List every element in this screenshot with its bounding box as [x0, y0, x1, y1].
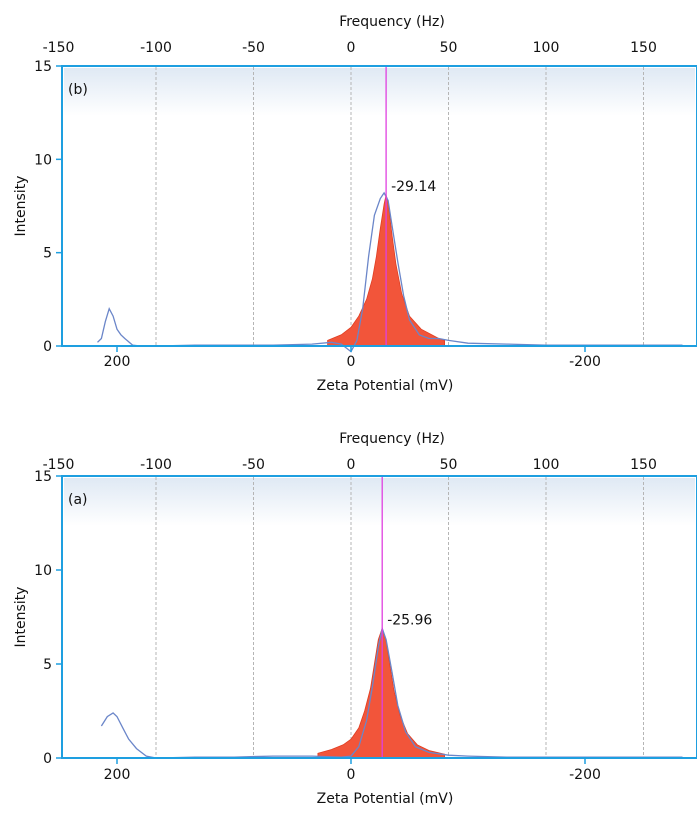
panel-label: (a)	[68, 492, 88, 508]
panel-label: (b)	[68, 82, 88, 98]
top-tick-label: 0	[347, 457, 356, 473]
y-tick-label: 15	[34, 59, 52, 75]
bottom-tick-label: 0	[347, 354, 356, 370]
plot-border	[61, 65, 697, 347]
bottom-tick-label: 200	[104, 767, 131, 783]
plot-top-shading	[64, 68, 695, 116]
y-tick-label: 10	[34, 563, 52, 579]
bottom-tick-label: -200	[569, 767, 601, 783]
top-axis-title: Frequency (Hz)	[339, 14, 445, 30]
chart-panel-a: -25.96(a)Frequency (Hz)-150 -100 -50 0 50 100…	[13, 431, 697, 807]
plot-top-shading	[64, 478, 695, 526]
intensity-line	[100, 625, 683, 759]
y-tick-label: 0	[43, 751, 52, 767]
top-tick-label: -150	[43, 457, 75, 473]
top-tick-label: 150	[630, 40, 657, 56]
bottom-tick-label: -200	[569, 354, 601, 370]
bottom-tick-label: 200	[104, 354, 131, 370]
top-tick-label: 150	[630, 457, 657, 473]
top-tick-label: -50	[242, 457, 265, 473]
top-tick-label: 0	[347, 40, 356, 56]
top-tick-label: -100	[140, 457, 172, 473]
chart-panel-b: -29.14(b)Frequency (Hz)-150 -100 -50 0 50 100…	[13, 14, 697, 394]
bottom-axis-title: Zeta Potential (mV)	[317, 378, 454, 394]
y-tick-label: 0	[43, 339, 52, 355]
peak-value-label: -29.14	[391, 179, 436, 195]
top-tick-label: -100	[140, 40, 172, 56]
y-tick-label: 15	[34, 469, 52, 485]
top-tick-label: -50	[242, 40, 265, 56]
bottom-axis-title: Zeta Potential (mV)	[317, 791, 454, 807]
top-tick-label: 50	[440, 457, 458, 473]
y-tick-label: 5	[43, 657, 52, 673]
y-axis-title: Intensity	[13, 587, 29, 648]
top-tick-label: 50	[440, 40, 458, 56]
plot-border	[61, 475, 697, 759]
y-tick-label: 10	[34, 152, 52, 168]
bottom-tick-label: 0	[347, 767, 356, 783]
peak-value-label: -25.96	[387, 612, 432, 628]
y-tick-label: 5	[43, 246, 52, 262]
intensity-line	[97, 191, 683, 353]
top-tick-label: -150	[43, 40, 75, 56]
top-axis-title: Frequency (Hz)	[339, 431, 445, 447]
y-axis-title: Intensity	[13, 176, 29, 237]
top-tick-label: 100	[533, 40, 560, 56]
top-tick-label: 100	[533, 457, 560, 473]
